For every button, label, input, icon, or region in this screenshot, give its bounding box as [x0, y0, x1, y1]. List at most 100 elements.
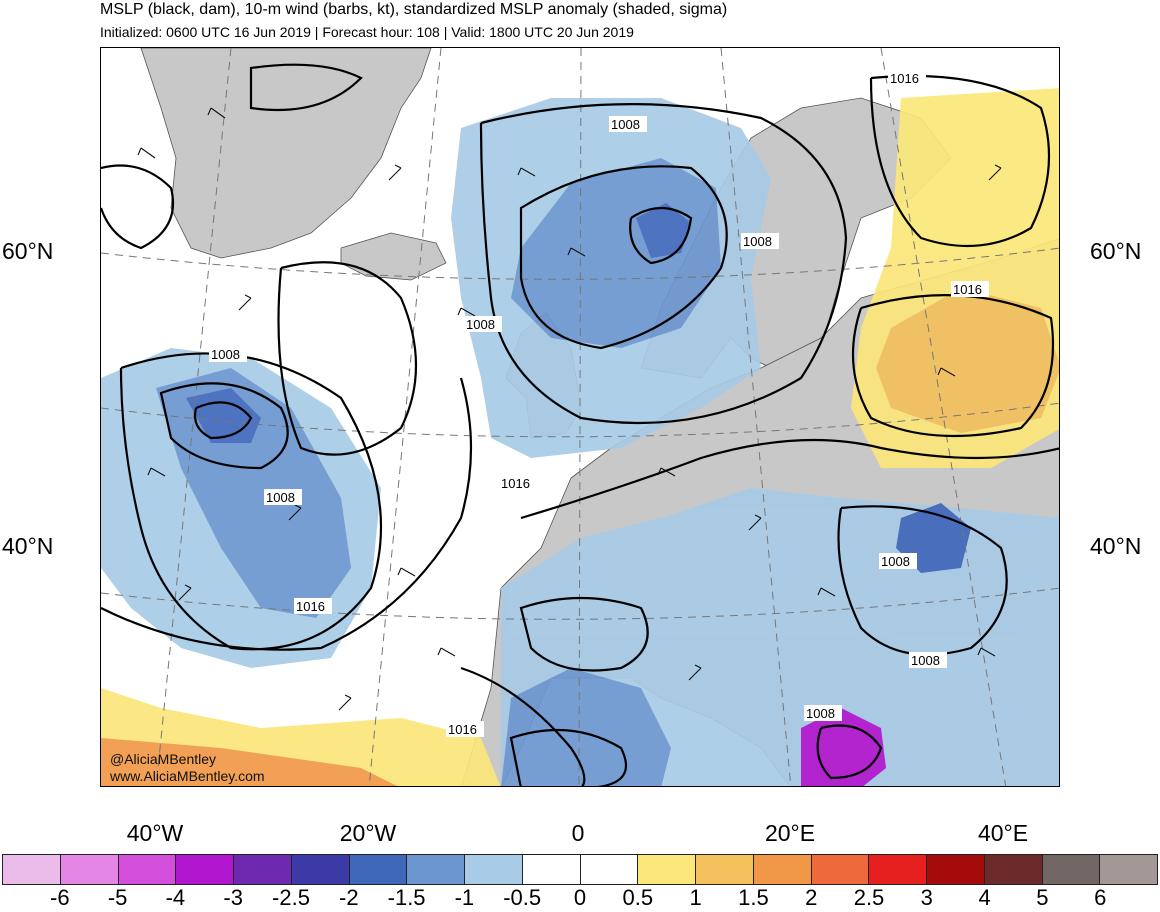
wind-barb [688, 664, 702, 681]
label-background [804, 705, 842, 721]
wind-barb [517, 167, 536, 177]
isobar-label: 1016 [890, 71, 919, 86]
colorbar-tick-label: -2.5 [272, 885, 310, 910]
isobar-line [479, 103, 848, 425]
lat-label-60n-left: 60°N [2, 238, 54, 264]
anomaly-positive-subtropical-core [101, 738, 397, 786]
parallel-line [101, 587, 1059, 620]
lat-label-60n-right: 60°N [1090, 238, 1142, 264]
wind-barb [288, 504, 302, 521]
colorbar [2, 854, 1158, 885]
colorbar-swatch [1042, 855, 1101, 884]
label-background [499, 475, 537, 491]
anomaly-positive-russia-core [876, 288, 1059, 433]
colorbar-tick-label: 1.5 [738, 885, 769, 910]
label-background [951, 281, 989, 297]
parallel-line [101, 247, 1059, 280]
colorbar-swatch [984, 855, 1043, 884]
wind-barb [338, 694, 352, 711]
colorbar-tick-label: -5 [107, 885, 128, 910]
colorbar-tick-label: 6 [1094, 885, 1107, 910]
isobar-label: 1008 [743, 234, 772, 249]
isobar-label: 1008 [911, 653, 940, 668]
colorbar-tick-label: 4 [978, 885, 991, 910]
anomaly-negative-norway-inner [636, 203, 691, 258]
colorbar-swatch [291, 855, 350, 884]
isobar-label: 1008 [266, 490, 295, 505]
wind-barb [388, 164, 402, 181]
isobar-line [837, 505, 1008, 656]
colorbar-swatch [753, 855, 812, 884]
colorbar-swatch [3, 855, 61, 884]
colorbar-swatch [580, 855, 639, 884]
colorbar-swatch [522, 855, 581, 884]
credit-handle: @AliciaMBentley [110, 751, 217, 767]
lat-label-40n-left: 40°N [2, 533, 54, 559]
colorbar-tick-label: 0 [573, 885, 587, 910]
colorbar-swatch [234, 855, 292, 884]
label-background [909, 652, 947, 668]
label-background [879, 553, 917, 569]
label-background [264, 489, 302, 505]
isobar-label: 1016 [953, 282, 982, 297]
colorbar-tick-label: 3 [920, 885, 933, 910]
colorbar-tick-label: -1.5 [387, 885, 426, 910]
map-panel: 1016 1008 1008 1008 1016 1008 1016 1008 … [100, 47, 1060, 787]
colorbar-swatch [811, 855, 870, 884]
lon-label-20e: 20°E [764, 820, 816, 846]
isobar-labels: 1016 1008 1008 1008 1016 1008 1016 1008 … [209, 70, 989, 737]
isobar-line [869, 74, 1051, 248]
label-background [209, 346, 247, 362]
lon-label-20w: 20°W [339, 820, 397, 846]
iceland-landmass [340, 232, 447, 281]
isobar-contours [101, 63, 1059, 786]
wind-barb [147, 467, 166, 477]
wind-barb [567, 247, 586, 257]
greenland-landmass [140, 48, 432, 259]
colorbar-tick-label: 2.5 [853, 885, 885, 910]
wind-barb [437, 647, 456, 657]
map-title: MSLP (black, dam), 10-m wind (barbs, kt)… [100, 1, 728, 18]
colorbar-tick-label: -4 [165, 885, 186, 910]
isobar-label: 1016 [501, 476, 530, 491]
wind-barb [817, 587, 836, 597]
isobar-line [460, 666, 586, 786]
isobar-label: 1008 [806, 706, 835, 721]
isobar-line [101, 164, 175, 250]
colorbar-swatch [176, 855, 234, 884]
isobar-line [816, 724, 883, 780]
isobar-label: 1008 [881, 554, 910, 569]
colorbar-swatch [465, 855, 523, 884]
colorbar-swatch [927, 855, 985, 884]
wind-barbs [137, 107, 1002, 711]
wind-barb [137, 147, 156, 159]
isobar-label: 1008 [211, 347, 240, 362]
colorbar-swatch [869, 855, 927, 884]
isobar-label: 1008 [466, 317, 495, 332]
map-canvas: 1016 1008 1008 1008 1016 1008 1016 1008 … [101, 48, 1059, 786]
isobar-line [193, 401, 253, 440]
wind-barb [457, 307, 476, 317]
wind-barb [748, 514, 762, 531]
colorbar-tick-label: -2 [339, 885, 359, 910]
wind-barb [977, 647, 996, 657]
map-subtitle: Initialized: 0600 UTC 16 Jun 2019 | Fore… [100, 24, 634, 40]
parallel-line [101, 402, 1059, 438]
colorbar-swatch [407, 855, 465, 884]
colorbar-swatch [1100, 855, 1157, 884]
label-background [446, 721, 484, 737]
label-background [294, 598, 332, 614]
isobar-line [509, 728, 627, 786]
anomaly-negative-africa-core [501, 668, 671, 786]
colorbar-tick-label: -3 [223, 885, 243, 910]
colorbar-swatch [696, 855, 754, 884]
lat-label-40n-right: 40°N [1090, 533, 1142, 559]
isobar-line [159, 382, 289, 470]
colorbar-swatch [638, 855, 696, 884]
isobar-line [520, 438, 1059, 520]
colorbar-tick-label: 5 [1036, 885, 1049, 910]
isobar-label: 1016 [296, 599, 325, 614]
colorbar-tick-label: -0.5 [503, 885, 542, 910]
wind-barb [238, 294, 252, 311]
isobar-line [519, 165, 728, 350]
